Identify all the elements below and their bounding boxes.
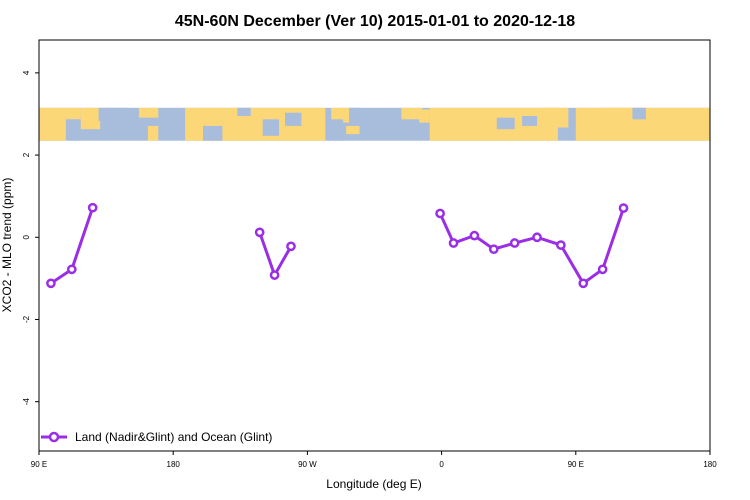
legend: Land (Nadir&Glint) and Ocean (Glint) bbox=[41, 430, 272, 444]
map-water bbox=[68, 119, 80, 141]
map-land bbox=[542, 107, 569, 128]
data-point bbox=[532, 232, 542, 243]
data-point bbox=[509, 238, 520, 248]
data-point bbox=[556, 240, 566, 250]
map-land bbox=[601, 107, 617, 126]
chart-title: 45N-60N December (Ver 10) 2015-01-01 to … bbox=[175, 13, 575, 30]
legend-label: Land (Nadir&Glint) and Ocean (Glint) bbox=[75, 430, 272, 444]
y-tick-label: 0 bbox=[22, 235, 31, 240]
x-tick-label: 90 W bbox=[298, 460, 317, 469]
map-land bbox=[301, 109, 326, 118]
data-point bbox=[618, 203, 629, 213]
map-land bbox=[138, 107, 159, 118]
data-point bbox=[488, 244, 499, 255]
map-land bbox=[346, 125, 360, 135]
y-tick-label: 2 bbox=[22, 152, 31, 157]
data-point bbox=[269, 270, 280, 280]
map-land bbox=[147, 125, 159, 141]
legend-marker-swatch bbox=[48, 431, 60, 443]
series-layer bbox=[46, 202, 629, 289]
data-point bbox=[286, 241, 296, 252]
map-water bbox=[98, 107, 129, 121]
y-tick-label: -2 bbox=[22, 315, 31, 323]
y-axis-label: XCO2 - MLO trend (ppm) bbox=[0, 178, 14, 313]
map-land bbox=[419, 109, 430, 123]
data-point bbox=[448, 238, 459, 248]
x-axis-label: Longitude (deg E) bbox=[326, 477, 421, 491]
data-point bbox=[578, 278, 589, 289]
plot-frame bbox=[38, 39, 711, 452]
data-point bbox=[46, 278, 56, 289]
map-land bbox=[39, 107, 66, 141]
x-tick-label: 90 E bbox=[568, 460, 584, 469]
map-water bbox=[328, 119, 344, 141]
map-land bbox=[331, 107, 350, 123]
map-water bbox=[262, 119, 280, 136]
map-water bbox=[632, 107, 646, 120]
data-point bbox=[597, 264, 608, 275]
data-point bbox=[435, 208, 445, 219]
map-land bbox=[614, 107, 631, 120]
x-tick-label: 0 bbox=[439, 460, 444, 469]
map-water bbox=[203, 125, 223, 141]
map-water bbox=[237, 107, 251, 117]
data-point bbox=[254, 227, 265, 238]
axis-ticks: 90 E 180 90 W 0 90 E 180 -4 -2 0 2 4 bbox=[22, 70, 717, 469]
data-point bbox=[469, 230, 480, 241]
map-water bbox=[285, 112, 302, 126]
map-band bbox=[39, 107, 710, 141]
x-tick-label: 90 E bbox=[31, 460, 47, 469]
y-tick-label: 4 bbox=[22, 70, 31, 75]
map-water bbox=[349, 107, 360, 118]
map-water bbox=[522, 116, 538, 126]
data-point bbox=[87, 202, 98, 213]
y-tick-label: -4 bbox=[22, 398, 31, 406]
data-point bbox=[66, 264, 77, 275]
x-tick-label: 180 bbox=[703, 460, 717, 469]
map-land bbox=[65, 107, 81, 120]
map-water bbox=[496, 117, 515, 130]
map-land bbox=[429, 107, 558, 141]
series-line bbox=[438, 207, 625, 285]
map-land bbox=[80, 107, 101, 130]
x-tick-label: 180 bbox=[167, 460, 181, 469]
map-land bbox=[401, 107, 423, 120]
